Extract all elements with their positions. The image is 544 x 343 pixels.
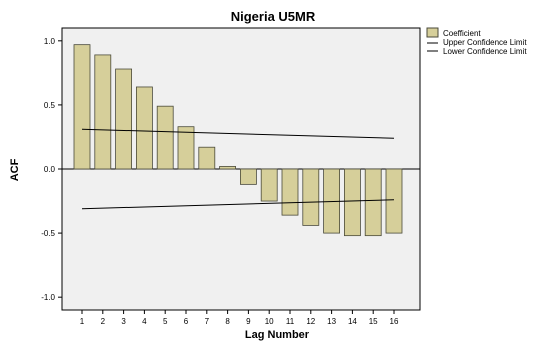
x-tick-label: 3 [121, 317, 126, 326]
x-tick-label: 14 [348, 317, 357, 326]
bar-lag-14 [343, 168, 361, 237]
x-tick-label: 4 [142, 317, 147, 326]
y-tick-label: 0.5 [44, 101, 56, 110]
legend-label-lower: Lower Confidence Limit [443, 47, 527, 56]
y-tick-label: -0.5 [41, 229, 55, 238]
bar-lag-4 [135, 86, 153, 170]
x-tick-label: 2 [101, 317, 106, 326]
bar-lag-9 [239, 168, 257, 185]
bar-lag-7 [198, 146, 216, 170]
bar-lag-8 [219, 166, 237, 170]
upper-confidence-line [81, 128, 395, 139]
x-tick-label: 13 [327, 317, 336, 326]
x-tick-label: 10 [265, 317, 274, 326]
bar-lag-10 [260, 168, 278, 202]
bar-lag-1 [73, 44, 91, 170]
x-axis-label: Lag Number [245, 329, 310, 341]
legend-label-upper: Upper Confidence Limit [443, 38, 527, 47]
y-tick-label: -1.0 [41, 293, 55, 302]
x-tick-label: 5 [163, 317, 168, 326]
legend-swatch-coefficient [426, 27, 439, 38]
x-tick-label: 16 [390, 317, 399, 326]
x-tick-label: 7 [205, 317, 210, 326]
bar-lag-6 [177, 126, 195, 170]
x-tick-label: 12 [306, 317, 315, 326]
chart-title: Nigeria U5MR [231, 9, 316, 24]
x-tick-label: 15 [369, 317, 378, 326]
x-axis: 1 2 3 4 5 6 7 8 9 10 11 12 13 14 15 16 [80, 310, 399, 326]
bar-lag-3 [115, 68, 132, 170]
bar-lag-15 [364, 168, 382, 237]
legend-label-coefficient: Coefficient [443, 29, 481, 38]
lower-confidence-line [81, 199, 395, 210]
bar-lag-12 [302, 168, 320, 226]
y-tick-label: 1.0 [44, 37, 56, 46]
y-axis-label: ACF [9, 158, 21, 181]
bar-lag-16 [385, 168, 403, 234]
x-tick-label: 11 [286, 317, 295, 326]
y-axis: 1.0 0.5 0.0 -0.5 -1.0 [41, 37, 62, 302]
x-tick-label: 1 [80, 317, 85, 326]
x-tick-label: 9 [246, 317, 251, 326]
bar-lag-11 [281, 168, 299, 216]
bar-lag-2 [94, 54, 112, 170]
legend: Coefficient Upper Confidence Limit Lower… [426, 27, 527, 56]
x-tick-label: 8 [225, 317, 230, 326]
bars-group [73, 44, 403, 237]
confidence-lines-group [81, 128, 395, 210]
y-tick-label: 0.0 [44, 165, 56, 174]
x-tick-label: 6 [184, 317, 189, 326]
bar-lag-5 [156, 105, 174, 170]
